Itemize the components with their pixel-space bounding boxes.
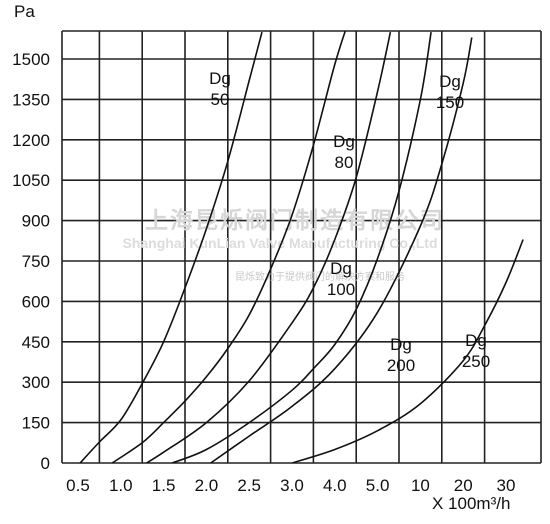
watermark-company-cn: 上海昆烁阀门制造有限公司 [145, 207, 445, 234]
curve-label-dg-200-bottom: 200 [387, 356, 415, 375]
y-axis-ticks: 0 150 300 450 600 750 900 1050 1200 1350 1500 [12, 50, 50, 473]
curve-label-dg-80-top: Dg [333, 132, 355, 151]
y-tick-label: 450 [22, 333, 50, 352]
x-tick-label: 20 [454, 476, 473, 495]
x-axis-label: X 100m³/h [432, 494, 510, 513]
watermark-company-en: Shanghai KunLian Valve Manufacturing Co.… [122, 235, 437, 251]
y-tick-label: 300 [22, 373, 50, 392]
curve-dg-80 [111, 31, 347, 463]
curve-label-dg-80-bottom: 80 [335, 153, 354, 172]
curve-label-dg-50-top: Dg [209, 69, 231, 88]
curve-label-dg-150-top: Dg [439, 72, 461, 91]
x-axis-ticks: 0.5 1.0 1.5 2.0 2.5 3.0 4.0 5.0 10 20 30 [66, 476, 515, 495]
curves [79, 31, 524, 463]
x-tick-label: 30 [497, 476, 516, 495]
curve-dg-250 [291, 239, 524, 463]
x-tick-label: 1.0 [109, 476, 133, 495]
curve-label-dg-200-top: Dg [390, 335, 412, 354]
x-tick-label: 0.5 [66, 476, 90, 495]
y-tick-label: 1200 [12, 131, 50, 150]
y-tick-label: 0 [41, 454, 50, 473]
y-tick-label: 150 [22, 414, 50, 433]
curve-dg-100 [146, 31, 392, 463]
y-tick-label: 1050 [12, 171, 50, 190]
curve-label-dg-250-top: Dg [465, 331, 487, 350]
curve-label-dg-100-top: Dg [330, 259, 352, 278]
curve-dg-200 [210, 37, 473, 463]
watermark: 上海昆烁阀门制造有限公司 Shanghai KunLian Valve Manu… [122, 207, 445, 283]
curve-label-dg-250-bottom: 250 [462, 352, 490, 371]
curve-label-dg-100-bottom: 100 [327, 280, 355, 299]
x-tick-label: 10 [411, 476, 430, 495]
curve-labels: Dg 50 Dg 80 Dg 100 Dg 150 Dg 200 Dg 250 [209, 69, 490, 375]
chart-grid [61, 30, 542, 464]
x-tick-label: 1.5 [152, 476, 176, 495]
watermark-slogan: 昆烁致力于提供阀门的解决方案和服务 [235, 270, 405, 283]
y-tick-label: 900 [22, 212, 50, 231]
x-tick-label: 5.0 [366, 476, 390, 495]
x-tick-label: 2.5 [237, 476, 261, 495]
curve-dg-50 [79, 31, 263, 463]
y-tick-label: 600 [22, 292, 50, 311]
curve-label-dg-50-bottom: 50 [211, 90, 230, 109]
y-tick-label: 750 [22, 252, 50, 271]
y-axis-label: Pa [14, 2, 35, 21]
y-tick-label: 1350 [12, 90, 50, 109]
curve-dg-150 [171, 31, 432, 463]
curve-label-dg-150-bottom: 150 [436, 93, 464, 112]
x-tick-label: 2.0 [195, 476, 219, 495]
x-tick-label: 4.0 [323, 476, 347, 495]
x-tick-label: 3.0 [280, 476, 304, 495]
y-tick-label: 1500 [12, 50, 50, 69]
